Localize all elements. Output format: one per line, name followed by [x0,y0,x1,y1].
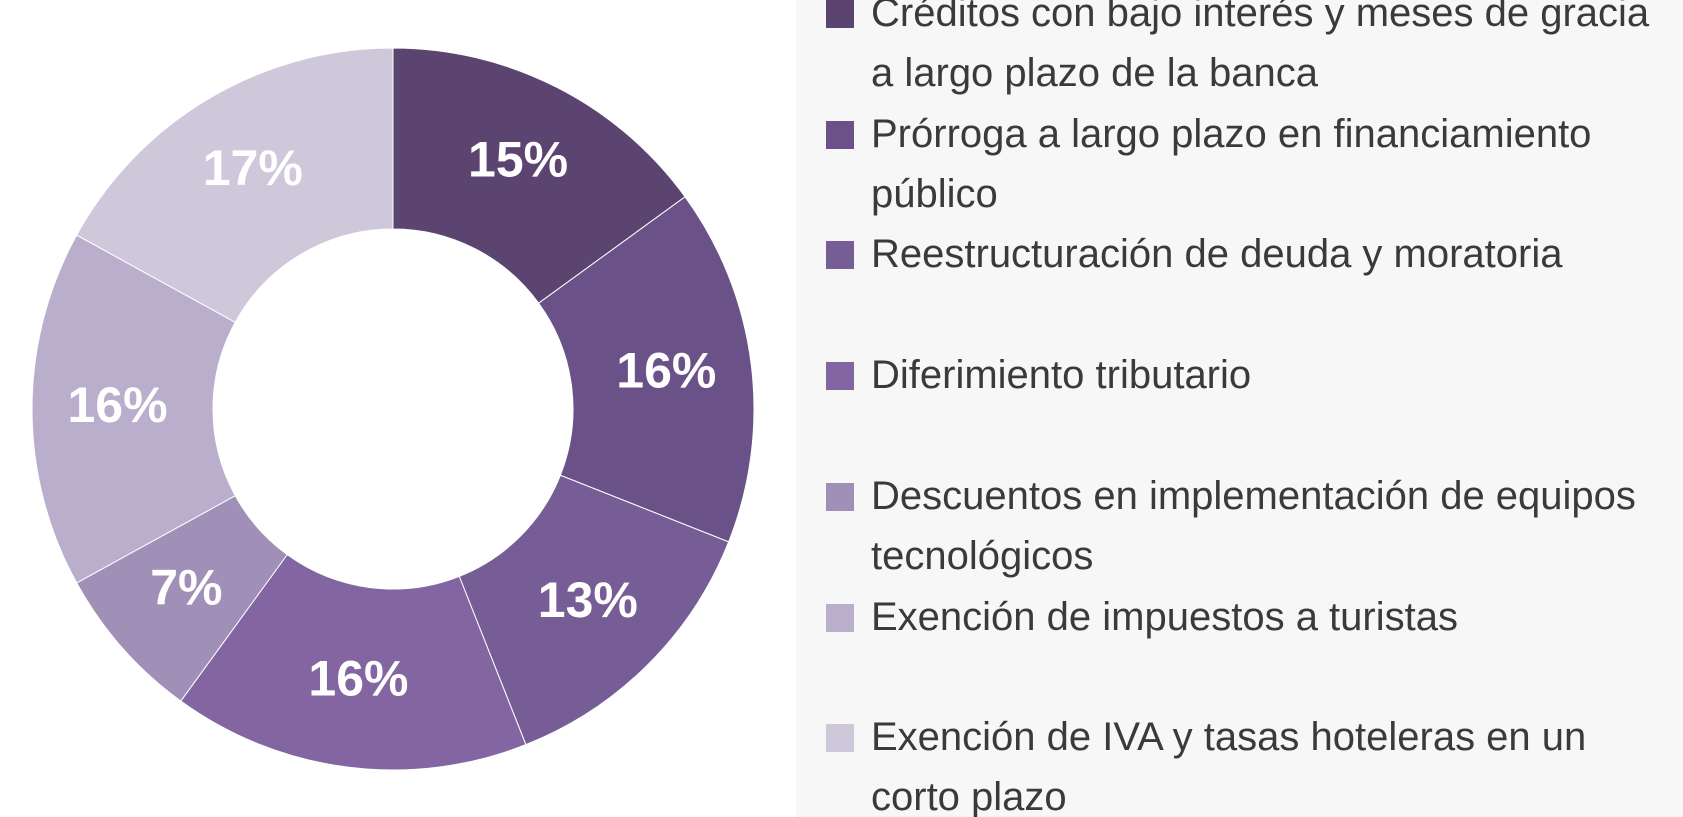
chart: 15% 16% 13% 16% 7% 16% 17% [31,47,755,771]
legend-label: Descuentos en implementación de equipos … [871,473,1636,578]
legend-swatch [826,603,854,632]
data-label: 16% [616,343,716,399]
donut-slice [180,553,527,771]
legend-label: Exención de IVA y tasas hoteleras en un … [871,715,1587,817]
data-label: 16% [308,651,408,707]
legend-swatch [826,482,854,511]
data-label: 17% [203,140,303,196]
legend-panel [796,0,1683,817]
legend-label: Diferimiento tributario [871,353,1252,398]
legend-label: Reestructuración de deuda y moratoria [871,232,1563,277]
legend-swatch [826,120,854,149]
data-label: 13% [538,572,638,628]
donut-slice [75,47,394,323]
legend-swatch [826,724,854,753]
data-label: 15% [468,132,568,188]
data-label: 7% [150,559,222,615]
donut-slice [31,234,236,584]
legend-label: Créditos con bajo interés y meses de gra… [871,0,1650,95]
data-label: 16% [67,377,167,433]
legend-label: Exención de impuestos a turistas [871,594,1458,639]
legend-swatch [826,241,854,270]
legend-swatch [826,0,854,28]
donut-slice [458,474,730,746]
donut-slice [392,47,686,304]
legend-label: Prórroga a largo plazo en financiamiento… [871,111,1592,216]
donut-slice [537,196,755,543]
legend-swatch [826,362,854,391]
